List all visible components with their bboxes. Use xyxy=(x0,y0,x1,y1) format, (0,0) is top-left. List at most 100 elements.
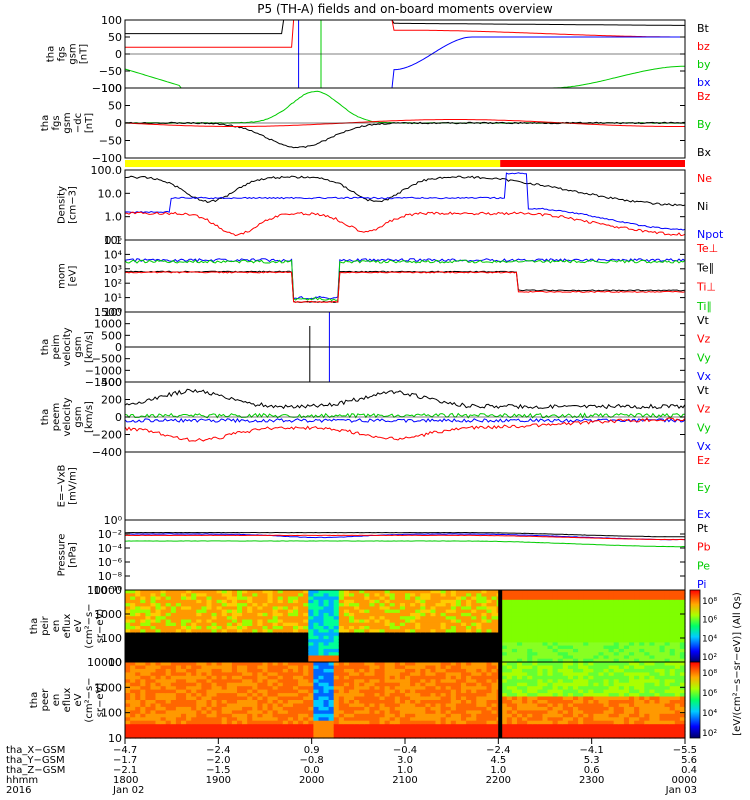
spectrogram-cell xyxy=(461,639,467,643)
spectrogram-cell xyxy=(613,652,620,657)
spectrogram-cell xyxy=(445,606,452,611)
spectrogram-cell xyxy=(267,616,274,621)
spectrogram-cell xyxy=(318,700,325,705)
spectrogram-cell xyxy=(461,706,467,711)
spectrogram-cell xyxy=(562,713,569,718)
spectrogram-cell xyxy=(196,717,202,722)
spectrogram-cell xyxy=(308,622,314,627)
spectrogram-cell xyxy=(537,629,544,634)
spectrogram-cell xyxy=(629,596,635,601)
spectrogram-cell xyxy=(471,731,477,736)
spectrogram-cell xyxy=(649,629,656,634)
spectrogram-cell xyxy=(501,665,508,670)
spectrogram-cell xyxy=(150,645,157,650)
spectrogram-cell xyxy=(583,672,589,677)
spectrogram-cell xyxy=(150,606,157,611)
spectrogram-cell xyxy=(618,675,625,680)
spectrogram-cell xyxy=(583,665,589,670)
spectrogram-cell xyxy=(420,606,426,611)
spectrogram-cell xyxy=(501,686,508,691)
spectrogram-cell xyxy=(573,609,579,614)
spectrogram-cell xyxy=(532,590,538,594)
spectrogram-cell xyxy=(573,662,579,667)
spectrogram-cell xyxy=(430,696,437,701)
spectrogram-cell xyxy=(293,596,299,601)
spectrogram-cell xyxy=(384,622,391,627)
spectrogram-cell xyxy=(328,682,335,687)
spectrogram-cell xyxy=(364,734,370,739)
spectrogram-cell xyxy=(501,606,508,611)
spectrogram-cell xyxy=(328,727,335,732)
spectrogram-cell xyxy=(175,619,182,624)
spectrogram-cell xyxy=(639,713,645,718)
spectrogram-cell xyxy=(425,642,432,647)
spectrogram-cell xyxy=(298,629,304,634)
spectrogram-cell xyxy=(618,686,625,691)
spectrogram-cell xyxy=(201,590,208,594)
spectrogram-cell xyxy=(440,724,447,729)
spectrogram-cell xyxy=(186,658,192,663)
spectrogram-cell xyxy=(542,599,549,604)
spectrogram-cell xyxy=(527,665,533,670)
spectrogram-cell xyxy=(466,682,472,687)
spectrogram-cell xyxy=(644,632,650,637)
spectrogram-cell xyxy=(252,717,258,722)
spectrogram-cell xyxy=(308,652,314,657)
spectrogram-cell xyxy=(175,682,182,687)
spectrogram-cell xyxy=(542,603,549,607)
spectrogram-cell xyxy=(430,635,437,640)
spectrogram-cell xyxy=(613,727,620,732)
spectrogram-cell xyxy=(440,731,447,736)
spectrogram-cell xyxy=(216,645,223,650)
spectrogram-cell xyxy=(522,679,528,684)
spectrogram-cell xyxy=(165,658,172,663)
spectrogram-cell xyxy=(155,703,162,708)
spectrogram-cell xyxy=(201,731,208,736)
spectrogram-cell xyxy=(384,655,391,660)
spectrogram-cell xyxy=(349,665,355,670)
spectrogram-cell xyxy=(343,642,350,647)
spectrogram-cell xyxy=(613,612,620,617)
spectrogram-cell xyxy=(394,713,401,718)
spectrogram-cell xyxy=(211,596,218,601)
spectrogram-cell xyxy=(613,717,620,722)
spectrogram-cell xyxy=(542,665,549,670)
spectrogram-cell xyxy=(389,648,396,653)
spectrogram-cell xyxy=(649,689,656,694)
spectrogram-cell xyxy=(471,652,477,657)
spectrogram-cell xyxy=(313,706,320,711)
spectrogram-cell xyxy=(466,593,472,598)
spectrogram-cell xyxy=(623,629,630,634)
spectrogram-cell xyxy=(287,596,294,601)
spectrogram-cell xyxy=(313,731,320,736)
spectrogram-cell xyxy=(623,693,630,698)
spectrogram-cell xyxy=(486,734,493,739)
spectrogram-cell xyxy=(282,655,289,660)
spectrogram-cell xyxy=(455,665,462,670)
spectrogram-cell xyxy=(557,626,564,630)
spectrogram-cell xyxy=(313,713,320,718)
spectrogram-cell xyxy=(623,720,630,725)
spectrogram-cell xyxy=(623,689,630,694)
spectrogram-cell xyxy=(359,616,365,621)
spectrogram-cell xyxy=(639,599,645,604)
spectrogram-cell xyxy=(282,734,289,739)
spectrogram-cell xyxy=(170,652,177,657)
spectrogram-cell xyxy=(150,700,157,705)
spectrogram-cell xyxy=(333,603,340,607)
spectrogram-cell xyxy=(542,629,549,634)
spectrogram-cell xyxy=(186,675,192,680)
spectrogram-cell xyxy=(125,717,131,722)
spectrogram-cell xyxy=(557,655,564,660)
spectrogram-cell xyxy=(476,693,482,698)
spectrogram-cell xyxy=(603,720,610,725)
spectrogram-cell xyxy=(476,682,482,687)
spectrogram-cell xyxy=(567,593,574,598)
spectrogram-cell xyxy=(573,696,579,701)
spectrogram-cell xyxy=(506,706,513,711)
spectrogram-cell xyxy=(272,629,279,634)
spectrogram-cell xyxy=(354,622,360,627)
spectrogram-cell xyxy=(303,696,309,701)
spectrogram-cell xyxy=(379,679,386,684)
spectrogram-cell xyxy=(501,645,508,650)
